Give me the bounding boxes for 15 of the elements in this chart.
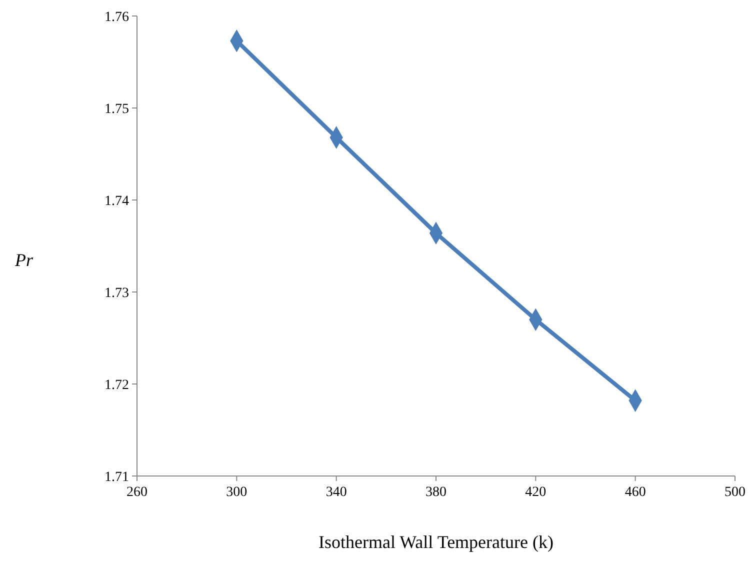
- y-tick-label: 1.75: [104, 102, 129, 117]
- y-tick-label: 1.73: [104, 286, 129, 301]
- y-tick-label: 1.71: [104, 470, 129, 485]
- x-tick-label: 340: [326, 485, 347, 500]
- x-tick-label: 460: [624, 485, 646, 500]
- x-tick-label: 300: [226, 485, 248, 500]
- x-tick-label: 380: [426, 485, 446, 500]
- y-tick-label: 1.76: [104, 10, 129, 25]
- x-tick-label: 260: [126, 485, 148, 500]
- x-tick-label: 420: [525, 485, 546, 500]
- x-axis-title: Isothermal Wall Temperature (k): [318, 532, 554, 552]
- y-tick-label: 1.72: [104, 378, 129, 393]
- y-axis-title: Pr: [14, 250, 34, 270]
- x-tick-label: 500: [724, 485, 746, 500]
- y-tick-label: 1.74: [104, 194, 129, 209]
